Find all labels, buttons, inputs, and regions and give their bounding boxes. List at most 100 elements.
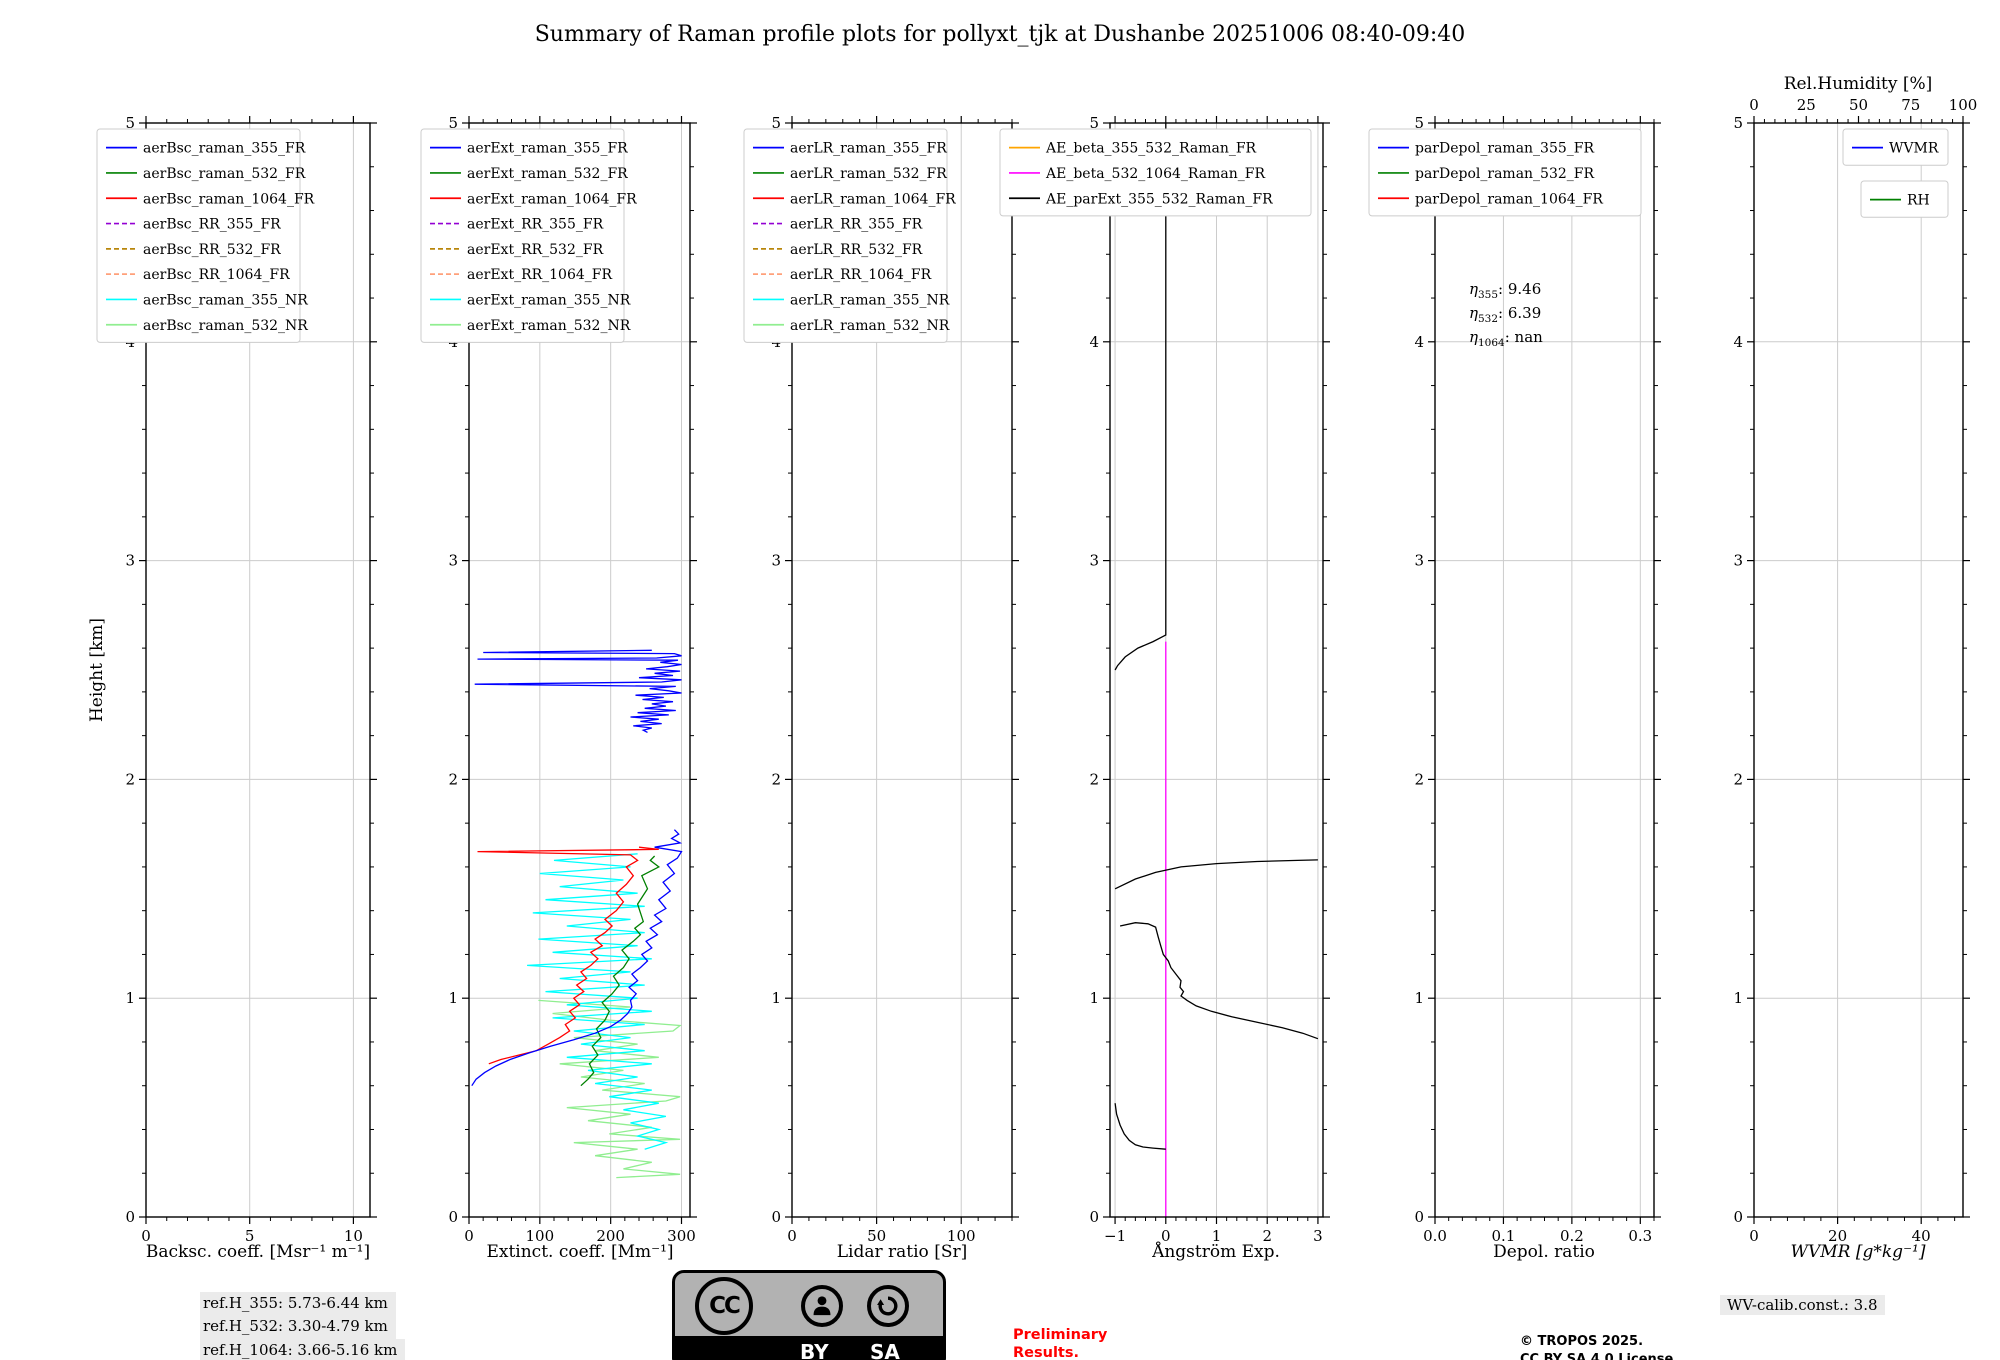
svg-text:5: 5 — [1414, 114, 1424, 132]
svg-text:2: 2 — [771, 770, 781, 788]
series-aerExt_raman_355_NR — [527, 853, 669, 1150]
svg-text:100: 100 — [947, 1227, 976, 1245]
svg-text:2: 2 — [125, 770, 135, 788]
series-AE_parExt_355_532_Raman_FR — [1119, 922, 1319, 1040]
svg-text:50: 50 — [1849, 96, 1868, 114]
svg-text:3: 3 — [448, 552, 458, 570]
legend-box — [743, 128, 948, 343]
svg-text:1: 1 — [125, 989, 135, 1007]
svg-text:4: 4 — [1733, 333, 1743, 351]
x-label-backscatter: Backsc. coeff. [Msr⁻¹ m⁻¹] — [145, 1242, 371, 1262]
legend-label: aerBsc_raman_532_FR — [143, 166, 306, 182]
copyright-note: © TROPOS 2025. CC BY SA 4.0 License. — [1520, 1333, 1678, 1360]
svg-text:0.0: 0.0 — [1423, 1227, 1447, 1245]
legend-box — [1368, 128, 1642, 217]
series-AE_parExt_355_532_Raman_FR — [1114, 123, 1167, 671]
svg-text:3: 3 — [1733, 552, 1743, 570]
copyright-line-2: CC BY SA 4.0 License. — [1520, 1351, 1679, 1360]
rel-humidity-axis-label: Rel.Humidity [%] — [1783, 74, 1933, 94]
legend-label: aerBsc_raman_1064_FR — [143, 191, 315, 207]
svg-text:5: 5 — [771, 114, 781, 132]
svg-text:5: 5 — [1089, 114, 1099, 132]
legend-label: aerExt_raman_532_FR — [467, 166, 628, 182]
legend-label: AE_beta_532_1064_Raman_FR — [1045, 166, 1265, 182]
series-aerExt_raman_355_FR — [471, 829, 683, 1087]
svg-text:1: 1 — [1733, 989, 1743, 1007]
legend-label: parDepol_raman_1064_FR — [1415, 191, 1603, 207]
svg-text:0: 0 — [1733, 1208, 1743, 1226]
svg-text:0: 0 — [464, 1227, 474, 1245]
cc-sa-label: SA — [870, 1340, 900, 1360]
reference-height-box: ref.H_355: 5.73-6.44 km ref.H_532: 3.30-… — [200, 1292, 406, 1360]
x-label-wvmr: WVMR [g*kg⁻¹] — [1790, 1242, 1926, 1262]
svg-text:0: 0 — [1414, 1208, 1424, 1226]
preliminary-note: Preliminary Results. — [1013, 1326, 1107, 1360]
legend-label: aerExt_raman_532_NR — [467, 318, 631, 334]
legend-label: RH — [1907, 193, 1930, 209]
series-aerExt_raman_532_NR — [538, 999, 682, 1179]
svg-text:0: 0 — [787, 1227, 797, 1245]
legend-label: aerBsc_RR_532_FR — [143, 242, 281, 258]
preliminary-line-2: Results. — [1013, 1345, 1079, 1360]
panel-backscatter: 0510012345aerBsc_raman_355_FRaerBsc_rama… — [96, 114, 377, 1245]
legend-box — [1842, 128, 1949, 166]
eta-annotation: η532: 6.39 — [1469, 304, 1541, 325]
legend-label: aerLR_raman_532_NR — [790, 318, 950, 334]
svg-text:2: 2 — [448, 770, 458, 788]
svg-text:1: 1 — [771, 989, 781, 1007]
panel-angstrom: −1 0 1 2 3 0 1 2 3 4 5 AE_beta_355_532_Raman_FR AE_b… — [999, 114, 1330, 1245]
panel-lidar-ratio: 050100012345aerLR_raman_355_FRaerLR_rama… — [743, 114, 1019, 1245]
svg-text:300: 300 — [667, 1227, 696, 1245]
svg-text:40: 40 — [1912, 1227, 1931, 1245]
svg-text:75: 75 — [1901, 96, 1920, 114]
ref-height-355: ref.H_355: 5.73-6.44 km — [200, 1292, 396, 1316]
legend-box — [96, 128, 301, 343]
svg-text:3: 3 — [1414, 552, 1424, 570]
svg-text:3: 3 — [125, 552, 135, 570]
svg-text:1: 1 — [1089, 989, 1099, 1007]
svg-text:100: 100 — [1949, 96, 1978, 114]
legend-label: aerBsc_RR_355_FR — [143, 217, 281, 233]
svg-text:0: 0 — [141, 1227, 151, 1245]
svg-text:3: 3 — [1313, 1227, 1323, 1245]
sharealike-arrow-icon — [877, 1296, 898, 1316]
svg-text:1: 1 — [1212, 1227, 1222, 1245]
svg-text:5: 5 — [448, 114, 458, 132]
x-label-angstrom: Ångström Exp. — [1152, 1242, 1280, 1262]
legend-box — [999, 128, 1312, 217]
svg-text:10: 10 — [344, 1227, 363, 1245]
cc-logo-icon: CC — [695, 1277, 753, 1335]
svg-text:0: 0 — [448, 1208, 458, 1226]
series-AE_parExt_355_532_Raman_FR — [1114, 1103, 1166, 1150]
svg-text:2: 2 — [1733, 770, 1743, 788]
legend-label: aerLR_raman_355_FR — [790, 141, 947, 157]
svg-text:0: 0 — [1749, 1227, 1759, 1245]
svg-text:5: 5 — [1733, 114, 1743, 132]
svg-text:0.1: 0.1 — [1492, 1227, 1516, 1245]
svg-text:0: 0 — [1161, 1227, 1171, 1245]
svg-text:50: 50 — [867, 1227, 886, 1245]
legend-label: aerLR_RR_532_FR — [790, 242, 923, 258]
legend-label: AE_beta_355_532_Raman_FR — [1045, 141, 1257, 157]
legend-label: AE_parExt_355_532_Raman_FR — [1045, 191, 1273, 207]
x-label-depol: Depol. ratio — [1493, 1242, 1595, 1262]
svg-text:1: 1 — [448, 989, 458, 1007]
eta-annotation: η355: 9.46 — [1469, 280, 1541, 301]
legend-label: aerBsc_raman_532_NR — [143, 318, 308, 334]
svg-text:4: 4 — [1414, 333, 1424, 351]
preliminary-line-1: Preliminary — [1013, 1327, 1108, 1343]
legend-label: parDepol_raman_355_FR — [1415, 141, 1594, 157]
svg-text:0.2: 0.2 — [1560, 1227, 1584, 1245]
legend-label: WVMR — [1889, 141, 1939, 157]
legend-label: aerExt_RR_532_FR — [467, 242, 604, 258]
cc-attribution-icon — [801, 1285, 843, 1327]
svg-text:2: 2 — [1089, 770, 1099, 788]
svg-text:1: 1 — [1414, 989, 1424, 1007]
eta-annotation: η1064: nan — [1469, 328, 1543, 349]
legend-label: aerLR_raman_532_FR — [790, 166, 947, 182]
ref-height-532: ref.H_532: 3.30-4.79 km — [200, 1315, 396, 1339]
x-label-lidar-ratio: Lidar ratio [Sr] — [836, 1242, 968, 1262]
svg-text:0: 0 — [125, 1208, 135, 1226]
